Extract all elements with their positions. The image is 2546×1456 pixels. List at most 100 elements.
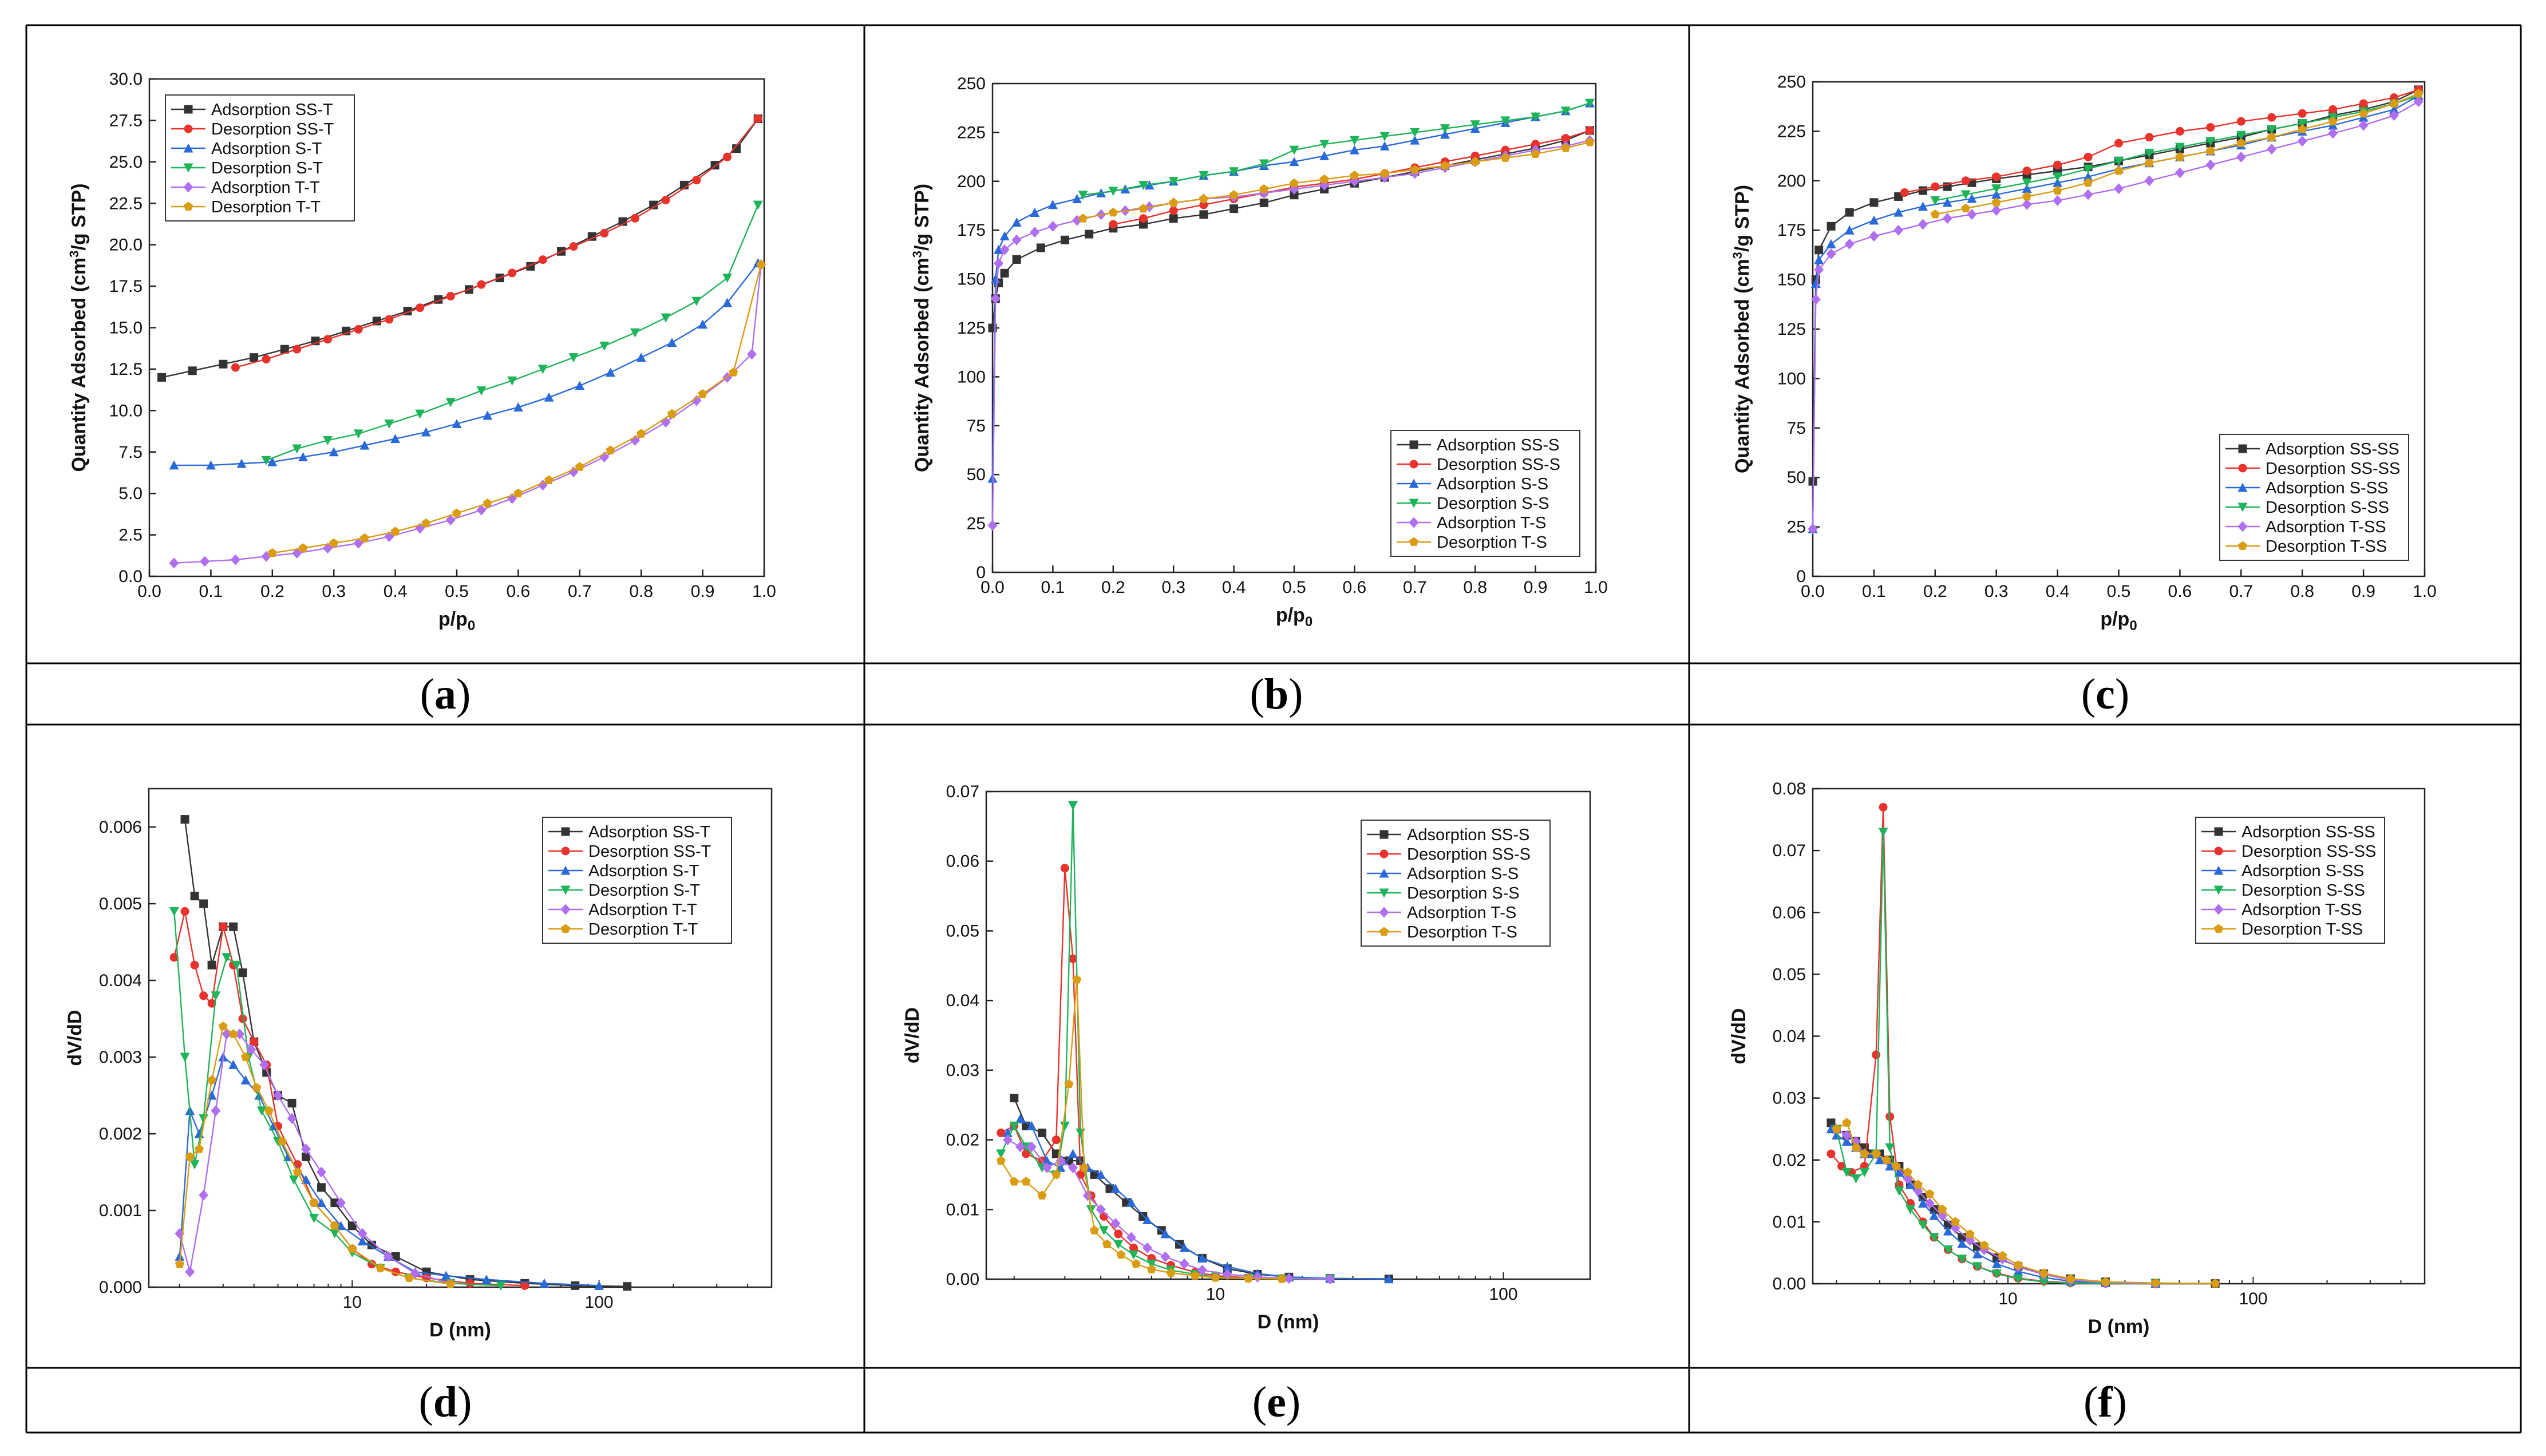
panel-caption-f: (f) <box>2084 1378 2127 1426</box>
data-point <box>1169 197 1179 207</box>
data-point <box>2053 177 2063 187</box>
data-point <box>267 457 278 466</box>
data-point <box>1894 192 1903 201</box>
legend-box <box>542 817 732 944</box>
legend-box <box>165 94 355 221</box>
panel-caption-a: (a) <box>420 670 471 718</box>
data-point <box>1380 168 1390 177</box>
legend-label: Adsorption S-S <box>1407 865 1519 883</box>
legend-label: Desorption T-SS <box>2241 920 2363 939</box>
data-point <box>1872 1050 1881 1059</box>
legend-marker <box>2237 521 2248 532</box>
data-point <box>691 395 702 406</box>
data-point <box>2389 98 2399 108</box>
data-point <box>1531 112 1541 122</box>
data-point <box>1126 1232 1136 1243</box>
data-point <box>2114 139 2123 148</box>
data-point <box>1826 239 1836 248</box>
data-point <box>1015 1114 1025 1123</box>
data-point <box>2114 156 2124 166</box>
legend-marker <box>2213 885 2224 895</box>
data-point <box>1229 190 1239 199</box>
x-tick-label: 0.4 <box>2046 582 2070 601</box>
data-point <box>1042 1162 1052 1173</box>
data-point <box>477 280 486 289</box>
data-point <box>1960 190 1971 200</box>
data-point <box>259 1059 270 1070</box>
y-axis-label: Quantity Adsorbed (cm3/g STP) <box>67 183 90 472</box>
legend-marker <box>560 904 571 915</box>
data-point <box>1037 1190 1047 1200</box>
data-point <box>1015 1141 1025 1153</box>
data-point <box>383 1251 393 1262</box>
data-point <box>507 376 517 386</box>
x-tick-label: 0.4 <box>384 582 408 601</box>
data-point <box>1942 197 1952 207</box>
data-point <box>277 1136 287 1146</box>
data-point <box>476 386 487 396</box>
data-point <box>1319 174 1329 184</box>
x-tick-label: 0.0 <box>137 582 161 601</box>
y-tick-label: 12.5 <box>109 360 143 379</box>
data-point <box>1383 1274 1394 1284</box>
x-tick-label: 0.0 <box>981 578 1005 597</box>
data-point <box>649 200 658 209</box>
data-point <box>544 475 554 484</box>
data-point <box>2205 137 2216 147</box>
plot-frame <box>148 788 773 1288</box>
data-point <box>1893 224 1904 236</box>
data-point <box>2175 126 2184 136</box>
y-tick-label: 175 <box>957 221 986 240</box>
legend-label: Adsorption T-SS <box>2266 518 2386 536</box>
data-point <box>1011 217 1022 227</box>
caption-close-paren: ) <box>457 1378 472 1426</box>
data-point <box>1110 1218 1121 1229</box>
data-point <box>1129 1250 1139 1260</box>
data-point <box>1842 1118 1852 1127</box>
data-point <box>445 1279 455 1288</box>
caption-letter: b <box>1264 670 1288 718</box>
data-point <box>445 515 456 526</box>
data-point <box>1930 209 1940 219</box>
data-point <box>329 447 339 457</box>
y-tick-label: 0.05 <box>946 921 979 940</box>
legend-marker <box>1409 478 1419 488</box>
y-tick-label: 50 <box>967 465 986 484</box>
x-tick-label: 0.6 <box>2168 582 2192 601</box>
data-point <box>1289 178 1299 188</box>
data-point <box>416 303 425 312</box>
data-point <box>1000 268 1009 278</box>
data-point <box>2053 185 2062 195</box>
data-point <box>508 268 517 278</box>
data-point <box>2267 144 2277 155</box>
data-point <box>1827 1149 1836 1158</box>
y-tick-label: 200 <box>957 172 986 191</box>
data-point <box>568 353 579 363</box>
data-point <box>2066 1273 2075 1283</box>
data-point <box>169 907 179 916</box>
data-point <box>1042 1156 1052 1165</box>
y-tick-label: 175 <box>1777 221 1806 240</box>
data-point <box>1903 1167 1912 1177</box>
x-tick-label: 10 <box>1206 1285 1225 1304</box>
series-desorption-t-t <box>267 259 766 557</box>
x-axis-label: p/p0 <box>1276 604 1312 630</box>
x-tick-label: 0.7 <box>1403 578 1427 597</box>
data-point <box>496 1281 506 1291</box>
y-tick-label: 0.001 <box>99 1201 142 1220</box>
caption-close-paren: ) <box>2113 1378 2127 1426</box>
data-point <box>2236 117 2245 126</box>
x-tick-label: 0.2 <box>260 582 284 601</box>
data-point <box>1814 255 1824 264</box>
data-point <box>231 363 240 372</box>
caption-letter: a <box>434 670 456 718</box>
y-axis-label: dV/dD <box>64 1010 86 1066</box>
data-point <box>698 389 707 398</box>
data-point <box>2144 148 2154 158</box>
data-point <box>262 355 271 364</box>
data-point <box>1379 132 1390 141</box>
